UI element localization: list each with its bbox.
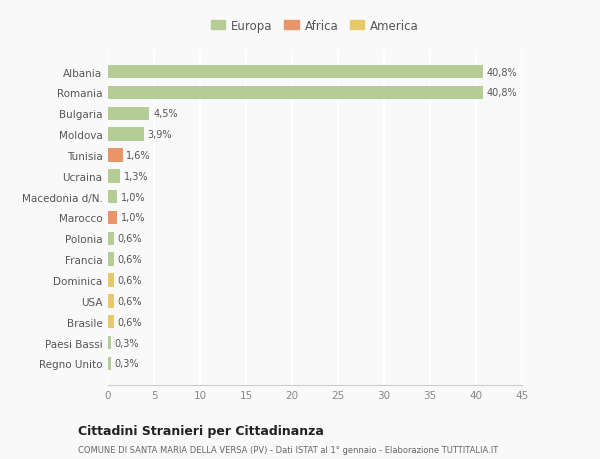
Bar [108,232,113,246]
Text: 0,6%: 0,6% [117,317,142,327]
Text: 3,9%: 3,9% [148,130,172,140]
Text: 1,3%: 1,3% [124,172,148,181]
Bar [108,315,113,329]
Text: 40,8%: 40,8% [487,88,518,98]
Bar [108,86,484,100]
Text: 1,6%: 1,6% [127,151,151,161]
Bar [108,336,111,350]
Text: 4,5%: 4,5% [153,109,178,119]
Bar [108,128,144,142]
Text: 0,3%: 0,3% [115,338,139,348]
Bar [108,274,113,287]
Bar [108,190,117,204]
Text: 0,6%: 0,6% [117,234,142,244]
Text: COMUNE DI SANTA MARIA DELLA VERSA (PV) - Dati ISTAT al 1° gennaio - Elaborazione: COMUNE DI SANTA MARIA DELLA VERSA (PV) -… [78,445,498,454]
Bar [108,149,123,162]
Bar [108,357,111,370]
Bar [108,211,117,225]
Bar [108,107,149,121]
Bar [108,253,113,266]
Text: 1,0%: 1,0% [121,192,145,202]
Text: 0,6%: 0,6% [117,255,142,264]
Bar [108,66,484,79]
Text: 0,6%: 0,6% [117,296,142,306]
Text: 0,3%: 0,3% [115,358,139,369]
Text: 1,0%: 1,0% [121,213,145,223]
Bar [108,294,113,308]
Text: 40,8%: 40,8% [487,67,518,78]
Legend: Europa, Africa, America: Europa, Africa, America [211,20,419,33]
Bar [108,170,120,183]
Text: Cittadini Stranieri per Cittadinanza: Cittadini Stranieri per Cittadinanza [78,425,324,437]
Text: 0,6%: 0,6% [117,275,142,285]
